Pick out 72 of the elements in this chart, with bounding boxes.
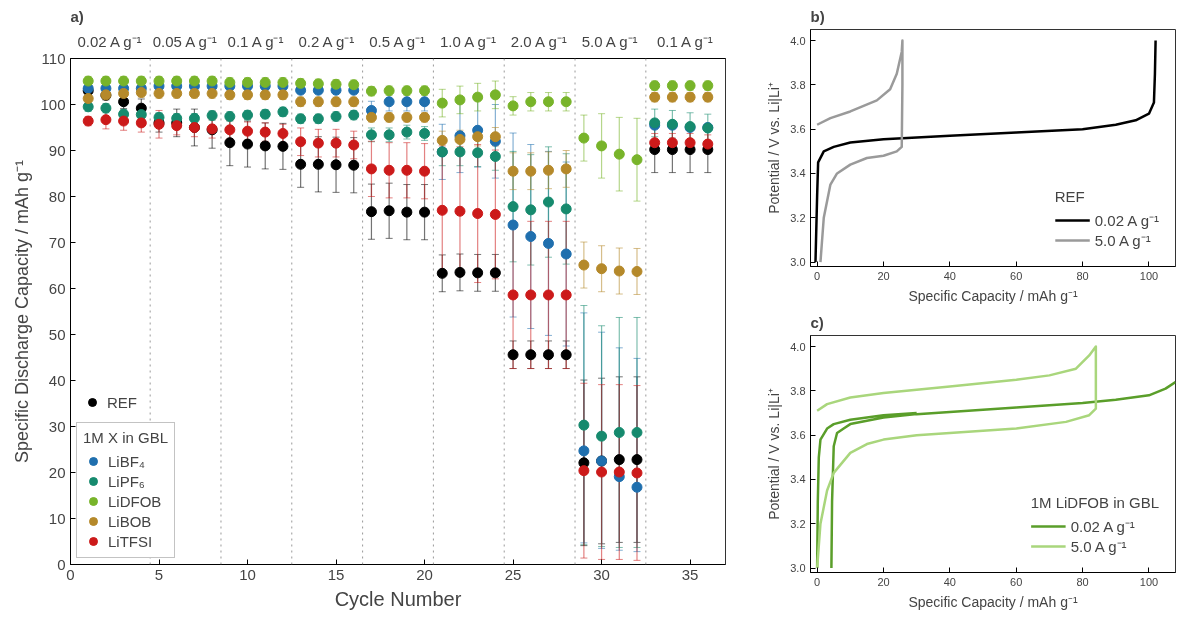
y-tick-label: 3.8: [790, 384, 806, 397]
text: 0.1 A g⁻¹: [656, 32, 713, 50]
y-tick-label: 3.6: [790, 123, 806, 136]
x-tick-label: 35: [681, 565, 699, 583]
x-tick-label: 40: [943, 269, 956, 282]
legend-label: LiTFSI: [108, 531, 153, 551]
chart-title: b): [810, 7, 825, 25]
x-tick-label: 80: [1076, 575, 1089, 588]
y-tick-label: 4.0: [790, 34, 806, 47]
x-tick-label: 20: [877, 575, 890, 588]
x-tick-label: 5: [154, 565, 164, 583]
text: 5.0 A g⁻¹: [581, 32, 638, 50]
x-tick-label: 60: [1010, 269, 1023, 282]
y-tick-label: 10: [48, 509, 66, 527]
y-axis-title: Specific Discharge Capacity / mAh g⁻¹: [12, 159, 33, 464]
y-tick-label: 3.0: [790, 256, 806, 269]
text: 1.0 A g⁻¹: [440, 32, 496, 50]
x-tick-label: 0: [814, 269, 821, 282]
legend-label: REF: [107, 392, 137, 412]
y-tick-label: 3.6: [790, 429, 806, 442]
x-tick-label: 0: [814, 575, 821, 588]
text: 0.02 A g⁻¹: [77, 32, 142, 50]
x-tick-label: 25: [504, 565, 522, 583]
y-tick-label: 3.4: [790, 167, 806, 180]
text: 2.0 A g⁻¹: [510, 32, 567, 50]
y-tick-label: 3.2: [790, 211, 806, 224]
legend-title: 1M LiDFOB in GBL: [1030, 494, 1159, 511]
y-tick-label: 3.4: [790, 473, 806, 486]
y-tick-label: 20: [48, 463, 66, 481]
chart-title: c): [810, 313, 824, 331]
y-tick-label: 70: [48, 233, 66, 251]
legend-label: LiDFOB: [108, 491, 162, 511]
legend-label: 0.02 A g⁻¹: [1094, 211, 1159, 230]
x-axis-title: Cycle Number: [334, 587, 462, 610]
y-tick-label: 30: [48, 417, 66, 435]
x-tick-label: 80: [1076, 269, 1089, 282]
text: 0.2 A g⁻¹: [298, 32, 355, 50]
x-tick-label: 10: [239, 565, 256, 583]
x-tick-label: 100: [1139, 269, 1159, 282]
y-tick-label: 110: [41, 49, 66, 67]
y-tick-label: 90: [48, 141, 66, 159]
text: 0.05 A g⁻¹: [152, 32, 217, 50]
x-tick-label: 60: [1010, 575, 1023, 588]
text: 0.5 A g⁻¹: [369, 32, 426, 50]
x-tick-label: 20: [416, 565, 433, 583]
y-tick-label: 80: [48, 187, 66, 205]
y-tick-label: 4.0: [790, 340, 806, 353]
x-axis-title: Specific Capacity / mAh g⁻¹: [908, 593, 1078, 610]
x-tick-label: 100: [1139, 575, 1159, 588]
x-tick-label: 20: [877, 269, 890, 282]
y-tick-label: 40: [48, 371, 66, 389]
legend-label: LiBOB: [108, 511, 152, 531]
y-tick-label: 50: [48, 325, 66, 343]
text: 0.1 A g⁻¹: [227, 32, 284, 50]
legend-label: LiPF₆: [108, 471, 145, 491]
y-axis-title: Potential / V vs. Li|Li⁺: [766, 82, 783, 214]
x-axis-title: Specific Capacity / mAh g⁻¹: [908, 287, 1078, 304]
x-tick-label: 40: [943, 575, 956, 588]
legend-label: 5.0 A g⁻¹: [1070, 537, 1127, 556]
y-axis-title: Potential / V vs. Li|Li⁺: [766, 388, 783, 520]
x-tick-label: 15: [327, 565, 345, 583]
chart-title: a): [70, 7, 84, 25]
y-tick-label: 3.8: [790, 78, 806, 91]
y-tick-label: 100: [40, 95, 66, 113]
legend-title: 1M X in GBL: [83, 429, 169, 446]
y-tick-label: 3.2: [790, 517, 806, 530]
y-tick-label: 3.0: [790, 562, 806, 575]
legend-label: 0.02 A g⁻¹: [1070, 517, 1135, 536]
legend-label: LiBF₄: [108, 451, 145, 471]
x-tick-label: 30: [593, 565, 610, 583]
legend-title: REF: [1054, 188, 1086, 205]
legend-label: 5.0 A g⁻¹: [1094, 231, 1151, 250]
